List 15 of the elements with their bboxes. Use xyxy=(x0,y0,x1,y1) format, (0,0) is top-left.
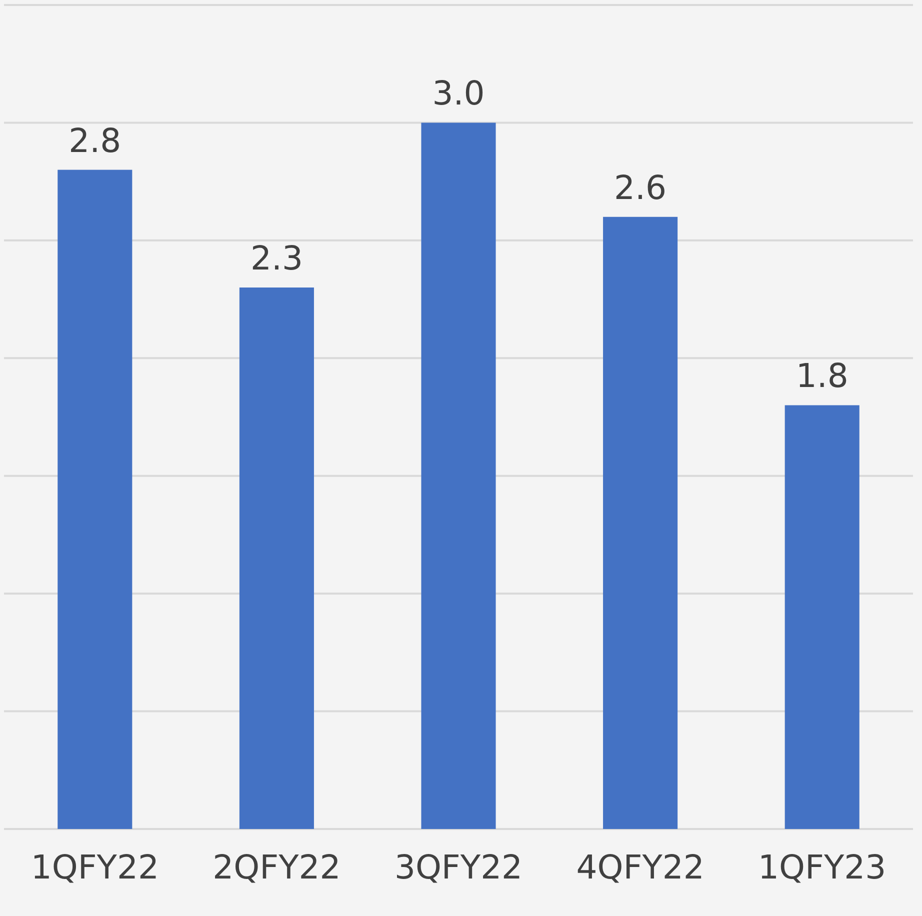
x-tick-label: 1QFY22 xyxy=(30,848,159,887)
x-tick-label: 2QFY22 xyxy=(212,848,341,887)
bar xyxy=(784,405,860,829)
bar xyxy=(58,170,132,829)
bar xyxy=(239,288,314,829)
data-label: 2.3 xyxy=(250,238,303,278)
x-tick-label: 4QFY22 xyxy=(576,848,704,887)
data-label: 3.0 xyxy=(432,74,485,113)
x-tick-label: 3QFY22 xyxy=(394,848,523,887)
x-tick-label: 1QFY23 xyxy=(758,848,886,887)
data-label: 2.6 xyxy=(614,168,667,207)
bar xyxy=(603,216,678,829)
data-label: 1.8 xyxy=(796,356,848,396)
bar xyxy=(421,122,496,829)
data-label: 2.8 xyxy=(68,120,122,160)
